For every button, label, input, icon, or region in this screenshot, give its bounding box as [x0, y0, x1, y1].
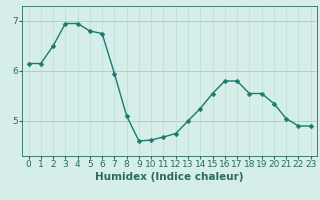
X-axis label: Humidex (Indice chaleur): Humidex (Indice chaleur) — [95, 172, 244, 182]
